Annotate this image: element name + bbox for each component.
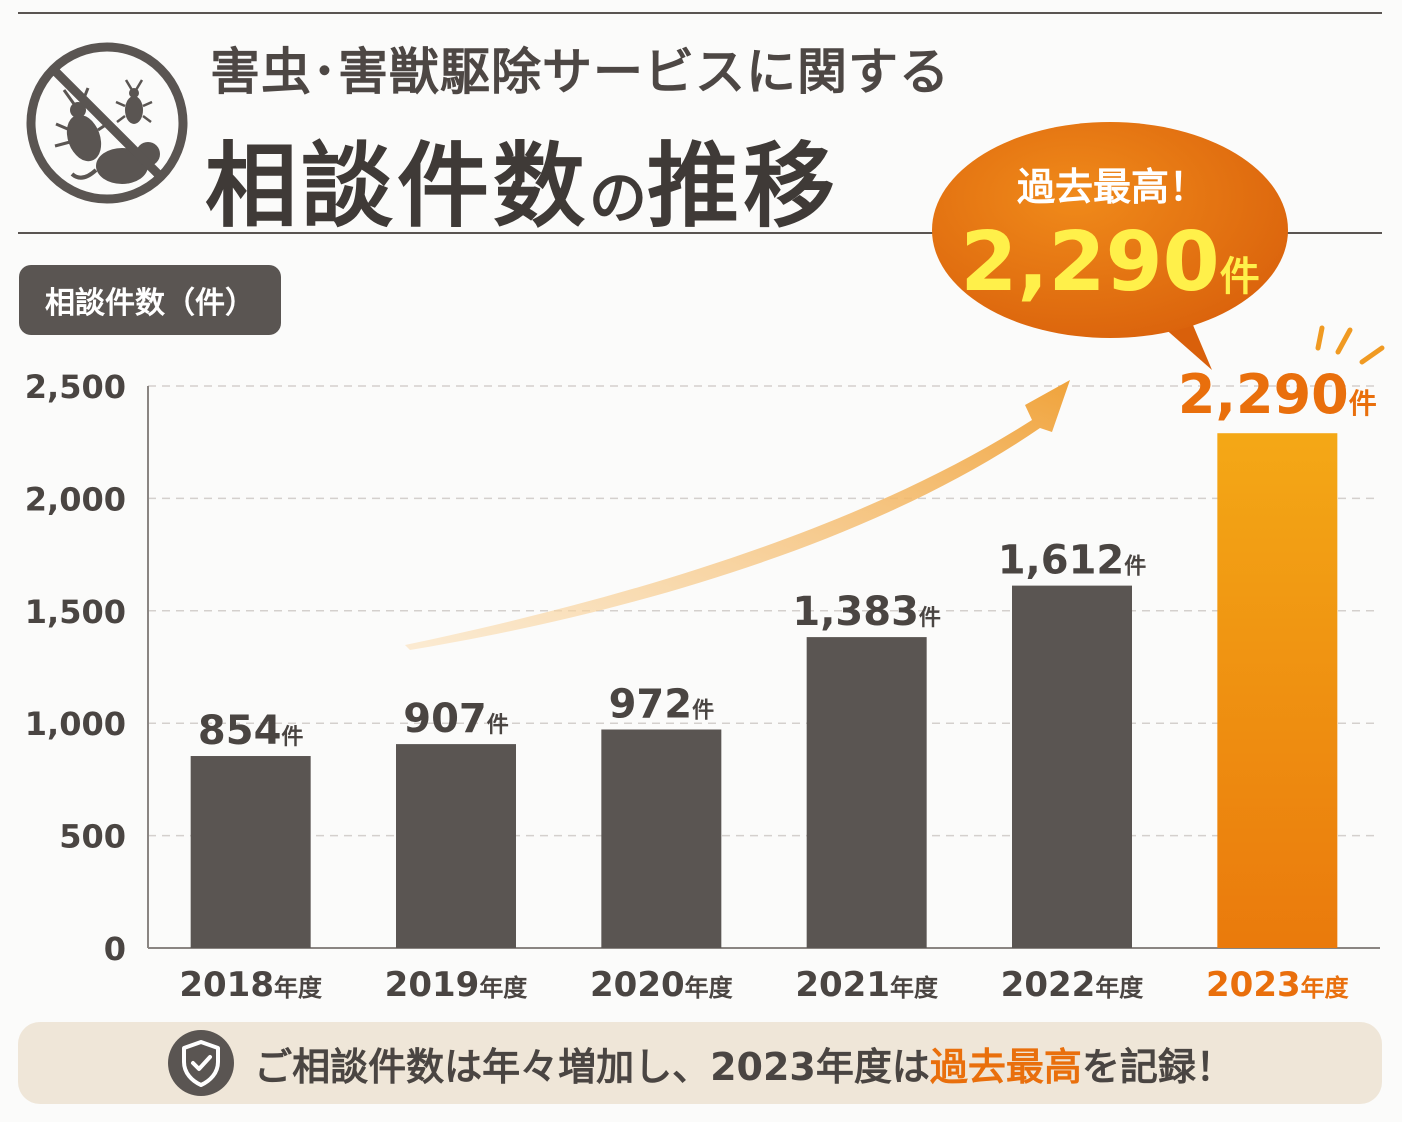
subtitle-part-a: 相談件数: [205, 133, 590, 240]
pest-control-icon: [26, 42, 188, 204]
callout-title: 過去最高！: [1017, 165, 1207, 209]
y-tick-label: 2,000: [25, 480, 126, 518]
bars: 854件 907件 972件 1,383件 1,612件 2,290件: [190, 363, 1377, 948]
top-rule: [18, 12, 1382, 14]
callout-value: 2,290: [960, 215, 1219, 310]
x-tick-label: 2023年度: [1206, 965, 1350, 1005]
bar-value-label: 1,612件: [998, 538, 1147, 584]
bar-value-label: 2,290件: [1178, 363, 1377, 426]
bar: [806, 637, 927, 948]
bar-value-label: 854件: [198, 708, 304, 754]
y-tick-label: 500: [59, 818, 126, 856]
y-tick-label: 0: [104, 930, 126, 968]
footer-text: ご相談件数は年々増加し、2023年度は過去最高を記録！: [254, 1036, 1234, 1091]
callout-unit: 件: [1220, 254, 1260, 300]
subtitle-part-c: 推移: [647, 133, 840, 240]
y-tick-label: 1,500: [25, 593, 126, 631]
x-tick-label: 2020年度: [590, 965, 734, 1005]
bar-value-label: 1,383件: [792, 589, 941, 635]
callout-value-line: 2,290件: [960, 215, 1259, 310]
chart-subtitle: 相談件数の推移: [205, 112, 839, 245]
x-tick-label: 2019年度: [385, 965, 529, 1005]
y-tick-label: 1,000: [25, 705, 126, 743]
x-tick-label: 2018年度: [179, 965, 323, 1005]
footer-highlight: 過去最高: [929, 1044, 1082, 1089]
bar: [1217, 433, 1338, 948]
bar: [396, 744, 516, 948]
burst-lines: [1315, 325, 1385, 365]
bar: [190, 756, 311, 948]
y-tick-labels: 0 500 1,000 1,500 2,000 2,500: [25, 368, 126, 968]
shield-check-icon: [168, 1030, 235, 1096]
footer-banner: ご相談件数は年々増加し、2023年度は過去最高を記録！: [18, 1022, 1382, 1104]
y-axis-label: 相談件数（件）: [19, 265, 281, 335]
x-tick-label: 2021年度: [795, 965, 939, 1005]
x-tick-labels: 2018年度 2019年度 2020年度 2021年度 2022年度 2023年度: [179, 965, 1349, 1005]
record-callout: 過去最高！ 2,290件: [932, 122, 1288, 370]
chart-title: 害虫･害獣駆除サービスに関する: [210, 43, 950, 101]
y-tick-label: 2,500: [25, 368, 126, 406]
header-rule: [18, 232, 1382, 234]
bar-value-label: 972件: [609, 681, 715, 727]
footer-text-before: ご相談件数は年々増加し、2023年度は: [254, 1044, 930, 1089]
subtitle-part-b: の: [589, 164, 648, 232]
footer-text-after: を記録！: [1081, 1044, 1234, 1089]
bar: [1012, 585, 1132, 948]
bar: [601, 729, 722, 948]
bar-value-label: 907件: [403, 696, 509, 742]
grid-lines: [147, 385, 1380, 949]
trend-arrow: [405, 380, 1070, 650]
x-tick-label: 2022年度: [1001, 965, 1145, 1005]
